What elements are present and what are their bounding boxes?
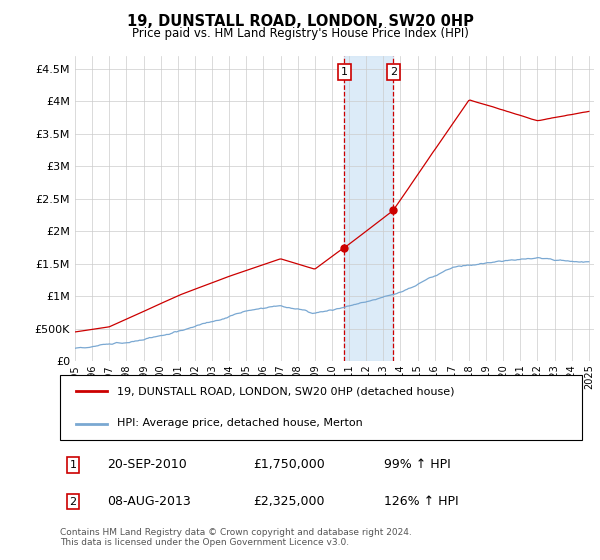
Text: 2: 2 <box>389 67 397 77</box>
Text: 19, DUNSTALL ROAD, LONDON, SW20 0HP: 19, DUNSTALL ROAD, LONDON, SW20 0HP <box>127 14 473 29</box>
Text: 99% ↑ HPI: 99% ↑ HPI <box>383 458 451 472</box>
Text: Price paid vs. HM Land Registry's House Price Index (HPI): Price paid vs. HM Land Registry's House … <box>131 27 469 40</box>
Text: 20-SEP-2010: 20-SEP-2010 <box>107 458 187 472</box>
Bar <box>344 56 393 361</box>
FancyBboxPatch shape <box>60 375 582 440</box>
Text: 19, DUNSTALL ROAD, LONDON, SW20 0HP (detached house): 19, DUNSTALL ROAD, LONDON, SW20 0HP (det… <box>118 386 455 396</box>
Text: £1,750,000: £1,750,000 <box>253 458 325 472</box>
Text: £2,325,000: £2,325,000 <box>253 495 325 508</box>
Text: 1: 1 <box>70 460 77 470</box>
Text: 1: 1 <box>341 67 348 77</box>
Text: Contains HM Land Registry data © Crown copyright and database right 2024.
This d: Contains HM Land Registry data © Crown c… <box>60 528 412 547</box>
Text: HPI: Average price, detached house, Merton: HPI: Average price, detached house, Mert… <box>118 418 363 428</box>
Text: 2: 2 <box>70 497 77 507</box>
Text: 126% ↑ HPI: 126% ↑ HPI <box>383 495 458 508</box>
Text: 08-AUG-2013: 08-AUG-2013 <box>107 495 191 508</box>
